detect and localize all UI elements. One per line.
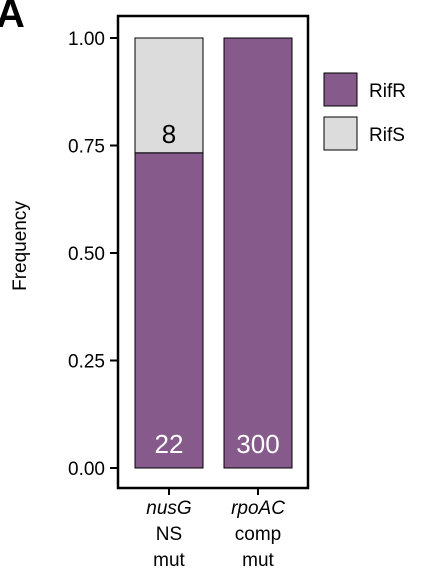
bar-segment-rifs xyxy=(134,37,204,154)
bar-segment-rifr xyxy=(223,37,293,469)
data-label-rifr: 300 xyxy=(236,429,279,459)
legend: RifR RifS xyxy=(323,72,406,151)
x-tick-label-line: rpoAC xyxy=(231,498,285,519)
x-tick-label: nusG NS mut xyxy=(146,498,191,571)
y-tick-label: 0.50 xyxy=(68,244,105,265)
legend-label-rifr: RifR xyxy=(369,81,406,102)
x-tick-label: rpoAC comp mut xyxy=(231,498,285,571)
bar-segment-rifr xyxy=(134,152,204,469)
x-tick-label-line: comp xyxy=(235,524,281,545)
legend-label-rifs: RifS xyxy=(369,125,405,146)
y-tick-label: 1.00 xyxy=(68,29,105,50)
legend-swatch-rifr xyxy=(323,72,358,107)
plot-border xyxy=(116,14,310,490)
x-tick-label-line: nusG xyxy=(146,498,191,519)
y-tick-label: 0.25 xyxy=(68,352,105,373)
x-tick-label-line: mut xyxy=(153,550,185,571)
legend-swatch-rifs xyxy=(323,116,358,151)
panel-label: A xyxy=(0,0,25,36)
plot-area: Frequency 0.00 0.25 0.50 0.75 1.00 22 8 300 nusG N… xyxy=(10,14,310,571)
x-tick-label-line: mut xyxy=(242,550,274,571)
y-axis-label: Frequency xyxy=(10,201,31,291)
data-label-rifr: 22 xyxy=(155,429,184,459)
y-tick-label: 0.75 xyxy=(68,137,105,158)
y-tick-label: 0.00 xyxy=(68,459,105,480)
data-label-rifs: 8 xyxy=(162,119,176,149)
x-tick-label-line: NS xyxy=(156,524,182,545)
